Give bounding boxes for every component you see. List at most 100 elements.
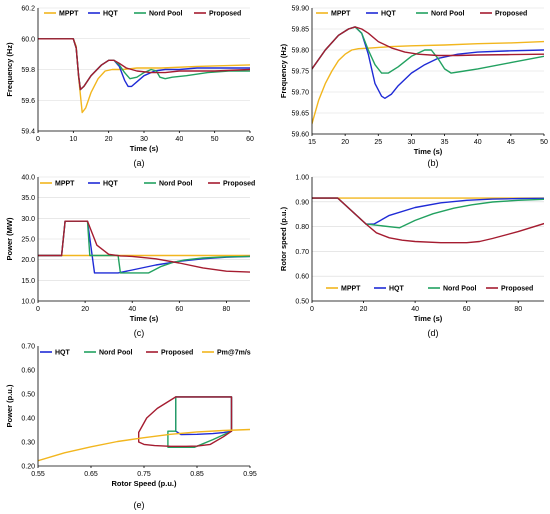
- y-tick-label-d-4: 0.90: [295, 199, 309, 206]
- legend-a: MPPT HQT Nord Pool Proposed: [44, 11, 241, 18]
- y-tick-label-b-2: 59.70: [291, 90, 309, 97]
- legend-d: MPPT HQT Nord Pool Proposed: [326, 286, 533, 293]
- y-tick-label-e-1: 0.30: [21, 440, 35, 447]
- y-tick-label-d-2: 0.70: [295, 249, 309, 256]
- series-c-hqt: [38, 220, 250, 274]
- panel-label-e: (e): [134, 500, 145, 510]
- legend-label-a-nord-pool: Nord Pool: [149, 11, 182, 18]
- series-b-mppt: [312, 40, 544, 125]
- x-tick-label-c-4: 80: [223, 306, 231, 313]
- series-b-proposed: [312, 26, 544, 70]
- legend-label-d-nord-pool: Nord Pool: [443, 286, 476, 293]
- y-tick-label-b-5: 59.85: [291, 27, 309, 34]
- x-tick-label-b-7: 50: [540, 139, 548, 146]
- y-tick-label-e-4: 0.60: [21, 368, 35, 375]
- y-tick-label-e-2: 0.40: [21, 416, 35, 423]
- series-e-pm-7m-s: [38, 428, 250, 462]
- x-tick-label-d-2: 40: [411, 306, 419, 313]
- x-tick-label-d-4: 80: [514, 306, 522, 313]
- series-d-proposed: [312, 197, 544, 244]
- legend-label-d-mppt: MPPT: [341, 286, 361, 293]
- y-tick-label-b-3: 59.75: [291, 69, 309, 76]
- series-a-nord-pool: [38, 38, 250, 91]
- x-tick-label-e-3: 0.85: [190, 471, 204, 478]
- x-tick-label-c-0: 0: [36, 306, 40, 313]
- y-tick-label-a-4: 60.2: [21, 6, 35, 13]
- legend-label-a-mppt: MPPT: [59, 11, 79, 18]
- legend-label-e-proposed: Proposed: [161, 350, 193, 357]
- x-tick-label-d-0: 0: [310, 306, 314, 313]
- panel-label-b: (b): [428, 158, 439, 168]
- x-tick-label-b-2: 25: [374, 139, 382, 146]
- legend-label-e-hqt: HQT: [55, 350, 71, 357]
- panel-label-a: (a): [134, 158, 145, 168]
- y-tick-label-c-3: 25.0: [21, 237, 35, 244]
- legend-label-e-pm-7m-s: Pm@7m/s: [217, 350, 251, 357]
- y-tick-label-a-3: 60.0: [21, 36, 35, 43]
- legend-label-d-proposed: Proposed: [501, 286, 533, 293]
- chart-c: 10.0 15.0 20.0 25.0 30.0 35.0 40.0 0 20 40 60 80 Tim…: [5, 175, 255, 339]
- y-tick-label-e-0: 0.20: [21, 464, 35, 471]
- x-tick-label-a-1: 10: [69, 136, 77, 143]
- chart-b: 59.60 59.65 59.70 59.75 59.80 59.85 59.90 15 20 2…: [279, 6, 548, 169]
- y-axis-label-e: Power (p.u.): [5, 384, 14, 427]
- y-axis-label-b: Frequency (Hz): [279, 43, 288, 98]
- panel-label-c: (c): [134, 328, 145, 338]
- x-tick-label-d-3: 60: [463, 306, 471, 313]
- x-axis-label-a: Time (s): [130, 144, 159, 153]
- x-tick-label-a-4: 40: [175, 136, 183, 143]
- legend-label-d-hqt: HQT: [389, 286, 405, 293]
- legend-e: HQT Nord Pool Proposed Pm@7m/s: [40, 350, 251, 357]
- panel-label-d: (d): [428, 328, 439, 338]
- legend-label-a-hqt: HQT: [103, 11, 119, 18]
- legend-label-c-hqt: HQT: [103, 181, 119, 188]
- y-tick-label-d-0: 0.50: [295, 299, 309, 306]
- y-tick-label-a-2: 59.8: [21, 67, 35, 74]
- y-tick-label-b-4: 59.80: [291, 48, 309, 55]
- y-tick-label-c-4: 30.0: [21, 216, 35, 223]
- y-tick-label-c-2: 20.0: [21, 257, 35, 264]
- legend-b: MPPT HQT Nord Pool Proposed: [316, 11, 527, 18]
- series-c-nord-pool: [38, 220, 250, 274]
- chart-a: 59.4 59.6 59.8 60.0 60.2 0 10 20 30 40 50 60 Time (s…: [5, 6, 254, 169]
- y-tick-label-c-6: 40.0: [21, 175, 35, 182]
- x-tick-label-a-5: 50: [211, 136, 219, 143]
- x-tick-label-c-3: 60: [175, 306, 183, 313]
- series-d-nord-pool: [312, 197, 544, 229]
- y-axis-label-a: Frequency (Hz): [5, 42, 14, 97]
- y-tick-label-d-5: 1.00: [295, 175, 309, 182]
- series-a-proposed: [38, 38, 250, 91]
- x-tick-label-b-6: 45: [507, 139, 515, 146]
- x-axis-label-d: Time (s): [414, 314, 443, 323]
- y-tick-label-a-0: 59.4: [21, 129, 35, 136]
- x-axis-label-b: Time (s): [414, 147, 443, 156]
- x-tick-label-a-0: 0: [36, 136, 40, 143]
- y-tick-label-e-3: 0.50: [21, 392, 35, 399]
- y-tick-label-b-0: 59.60: [291, 132, 309, 139]
- legend-label-c-nord-pool: Nord Pool: [159, 181, 192, 188]
- x-tick-label-b-1: 20: [341, 139, 349, 146]
- y-tick-label-d-3: 0.80: [295, 224, 309, 231]
- x-tick-label-d-1: 20: [360, 306, 368, 313]
- series-e-nord-pool: [167, 396, 233, 448]
- series-a-hqt: [38, 38, 250, 91]
- legend-label-a-proposed: Proposed: [209, 11, 241, 18]
- x-tick-label-a-2: 20: [105, 136, 113, 143]
- y-tick-label-d-1: 0.60: [295, 274, 309, 281]
- x-tick-label-a-3: 30: [140, 136, 148, 143]
- y-tick-label-e-5: 0.70: [21, 344, 35, 351]
- y-tick-label-c-1: 15.0: [21, 278, 35, 285]
- legend-label-b-mppt: MPPT: [331, 11, 351, 18]
- x-tick-label-e-4: 0.95: [243, 471, 257, 478]
- y-axis-label-d: Rotor speed (p.u.): [279, 206, 288, 271]
- legend-label-e-nord-pool: Nord Pool: [99, 350, 132, 357]
- legend-label-c-mppt: MPPT: [55, 181, 75, 188]
- y-tick-label-c-5: 35.0: [21, 195, 35, 202]
- x-tick-label-b-5: 40: [474, 139, 482, 146]
- x-tick-label-e-0: 0.55: [31, 471, 45, 478]
- chart-e: 0.20 0.30 0.40 0.50 0.60 0.70 0.55 0.65 0.75 0.85…: [5, 344, 257, 511]
- x-tick-label-b-0: 15: [308, 139, 316, 146]
- legend-label-b-proposed: Proposed: [495, 11, 527, 18]
- y-tick-label-b-1: 59.65: [291, 111, 309, 118]
